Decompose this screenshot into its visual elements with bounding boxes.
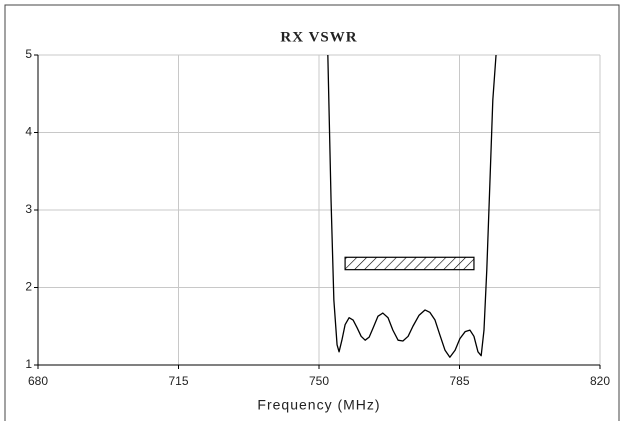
y-tick-label: 5 — [25, 47, 32, 61]
y-tick-label: 4 — [25, 125, 32, 139]
x-tick-label: 820 — [590, 374, 610, 388]
x-tick-label: 785 — [449, 374, 469, 388]
frame — [4, 4, 620, 421]
x-axis-label: Frequency (MHz) — [257, 397, 380, 413]
line — [327, 54, 497, 358]
x-tick-label: 715 — [168, 374, 188, 388]
y-tick-label: 2 — [25, 280, 32, 294]
x-tick-label: 750 — [309, 374, 329, 388]
x-tick-label: 680 — [28, 374, 48, 388]
y-tick-label: 1 — [25, 357, 32, 371]
y-tick-label: 3 — [25, 202, 32, 216]
chart-title: RX VSWR — [280, 29, 357, 45]
limit-box — [344, 256, 475, 271]
